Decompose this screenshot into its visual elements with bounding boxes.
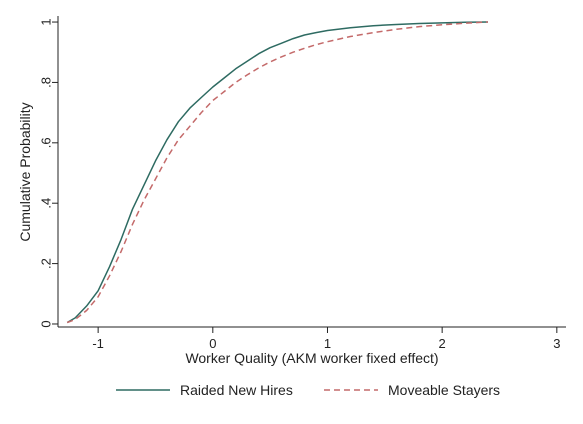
x-ticks: -1 0 1 2 3 [92,327,560,351]
series-layer [66,21,489,324]
y-tick-label: .4 [39,198,54,209]
series-line-raided-new-hires [66,21,489,324]
x-tick-label: 1 [324,336,331,351]
legend-label-raided-new-hires: Raided New Hires [180,382,293,398]
x-tick-label: 0 [209,336,216,351]
y-tick-label: .2 [39,258,54,269]
x-tick-label: 2 [439,336,446,351]
y-tick-label: .6 [39,137,54,148]
y-axis-title: Cumulative Probability [17,102,33,241]
x-tick-label: 3 [553,336,560,351]
x-tick-label: -1 [92,336,104,351]
legend: Raided New Hires Moveable Stayers [116,382,500,398]
series-line-moveable-stayers [66,21,489,324]
y-tick-label: .8 [39,77,54,88]
y-tick-label: 1 [39,18,54,25]
x-axis-title: Worker Quality (AKM worker fixed effect) [185,350,438,366]
legend-label-moveable-stayers: Moveable Stayers [388,382,500,398]
y-ticks: 0 .2 .4 .6 .8 1 [39,18,58,328]
y-tick-label: 0 [39,320,54,327]
